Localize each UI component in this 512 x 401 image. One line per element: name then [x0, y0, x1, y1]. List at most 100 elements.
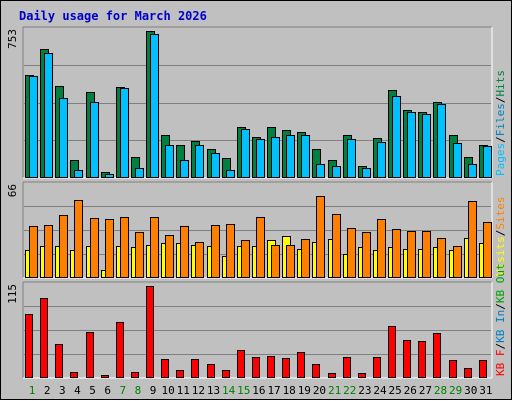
legend-entry: Sites: [494, 197, 507, 230]
bar-files-day-19: [301, 135, 310, 178]
x-tick-label-day-11: 11: [177, 384, 190, 397]
x-tick-label-day-29: 29: [449, 384, 462, 397]
legend-entry: KB F: [494, 350, 507, 377]
bar-kb-f-day-11: [176, 370, 184, 378]
legend-visits-sites: Visits/Sites: [494, 197, 507, 277]
x-tick-label-day-15: 15: [237, 384, 250, 397]
bar-sites-day-29: [453, 246, 462, 278]
x-tick-label-day-20: 20: [313, 384, 326, 397]
legend-entry: Files: [494, 103, 507, 136]
x-tick-label-day-12: 12: [192, 384, 205, 397]
bar-sites-day-9: [150, 217, 159, 278]
x-tick-label-day-8: 8: [135, 384, 142, 397]
bar-files-day-27: [422, 114, 431, 178]
x-tick-label-day-17: 17: [267, 384, 280, 397]
x-tick-label-day-1: 1: [29, 384, 36, 397]
x-tick-label-day-14: 14: [222, 384, 236, 397]
x-tick-label-day-22: 22: [343, 384, 356, 397]
x-tick-label-day-13: 13: [207, 384, 220, 397]
bar-kb-f-day-25: [388, 326, 396, 378]
x-tick-label-day-30: 30: [464, 384, 477, 397]
bar-sites-day-22: [347, 228, 356, 278]
chart-title: Daily usage for March 2026: [19, 9, 207, 23]
x-tick-label-day-24: 24: [373, 384, 387, 397]
bar-files-day-20: [316, 164, 325, 178]
bar-files-day-18: [286, 135, 295, 178]
bar-files-day-13: [211, 153, 220, 178]
bar-files-day-22: [347, 139, 356, 178]
bar-files-day-24: [377, 142, 386, 178]
bar-kb-f-day-14: [222, 370, 230, 378]
bar-files-day-29: [453, 143, 462, 178]
legend-hits-files-pages: Pages/Files/Hits: [494, 70, 507, 176]
bar-sites-day-25: [392, 229, 401, 278]
bar-kb-f-day-21: [328, 373, 336, 378]
x-tick-label-day-21: 21: [328, 384, 341, 397]
bar-sites-day-12: [195, 242, 204, 278]
y-max-label-kb: 115: [6, 284, 19, 304]
legend-entry: Pages: [494, 143, 507, 176]
bar-sites-day-8: [135, 232, 144, 278]
bar-kb-f-day-1: [25, 314, 33, 378]
legend-entry: /: [494, 97, 507, 104]
x-tick-label-day-23: 23: [358, 384, 371, 397]
bar-files-day-3: [59, 98, 68, 178]
bar-kb-f-day-16: [252, 357, 260, 378]
bar-files-day-31: [483, 146, 492, 178]
bar-sites-day-31: [483, 222, 492, 278]
bar-kb-f-day-20: [312, 364, 320, 378]
bar-kb-f-day-5: [86, 332, 94, 378]
bar-sites-day-24: [377, 219, 386, 278]
bar-sites-day-7: [120, 217, 129, 278]
legend-entry: Visits: [494, 236, 507, 276]
bar-sites-day-4: [74, 200, 83, 278]
bar-kb-f-day-28: [433, 333, 441, 378]
bar-files-day-30: [468, 164, 477, 178]
bar-kb-f-day-30: [464, 368, 472, 378]
bar-files-day-15: [241, 129, 250, 178]
x-tick-label-day-28: 28: [434, 384, 447, 397]
bar-sites-day-28: [437, 238, 446, 278]
x-tick-label-day-27: 27: [419, 384, 432, 397]
bar-kb-f-day-9: [146, 286, 154, 378]
bar-files-day-6: [105, 174, 114, 178]
legend-entry: /: [494, 230, 507, 237]
x-tick-label-day-4: 4: [74, 384, 81, 397]
bar-sites-day-19: [301, 239, 310, 278]
bar-sites-day-2: [44, 225, 53, 278]
legend-entry: KB In: [494, 310, 507, 343]
bar-files-day-9: [150, 34, 159, 178]
bar-files-day-4: [74, 170, 83, 178]
bar-sites-day-14: [226, 224, 235, 278]
x-tick-label-day-16: 16: [252, 384, 265, 397]
bar-sites-day-27: [422, 231, 431, 278]
x-tick-label-day-26: 26: [404, 384, 417, 397]
x-tick-label-day-6: 6: [104, 384, 111, 397]
bar-files-day-12: [195, 145, 204, 178]
legend-kb: KB F/KB In/KB Out: [494, 263, 507, 376]
bar-kb-f-day-24: [373, 357, 381, 378]
x-tick-label-day-18: 18: [283, 384, 296, 397]
x-tick-label-day-31: 31: [479, 384, 492, 397]
y-max-label-visits-sites: 66: [6, 184, 19, 197]
bar-sites-day-17: [271, 245, 280, 278]
x-tick-label-day-19: 19: [298, 384, 311, 397]
bar-files-day-10: [165, 145, 174, 178]
bar-kb-f-day-3: [55, 344, 63, 378]
bar-files-day-26: [407, 112, 416, 178]
legend-entry: Hits: [494, 70, 507, 97]
bar-files-day-25: [392, 96, 401, 178]
x-tick-label-day-3: 3: [59, 384, 66, 397]
bar-sites-day-16: [256, 217, 265, 278]
bar-files-day-21: [332, 166, 341, 178]
bar-kb-f-day-17: [267, 356, 275, 378]
bar-kb-f-day-29: [449, 360, 457, 378]
bar-sites-day-23: [362, 232, 371, 278]
x-tick-label-day-9: 9: [150, 384, 157, 397]
legend-entry: /: [494, 343, 507, 350]
x-tick-label-day-25: 25: [388, 384, 401, 397]
bar-files-day-8: [135, 168, 144, 178]
bar-kb-f-day-7: [116, 322, 124, 378]
